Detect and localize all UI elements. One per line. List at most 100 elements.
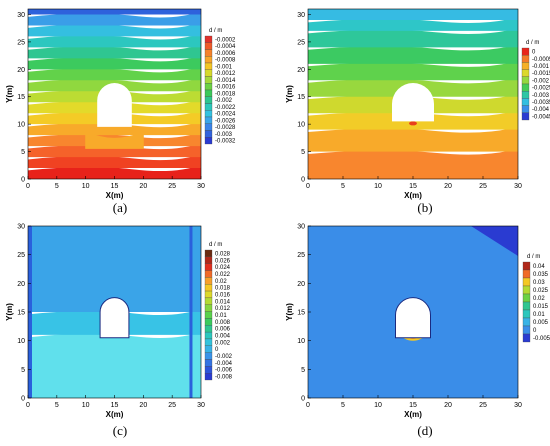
- x-tick-label: 0: [26, 402, 30, 409]
- chart-panel-c: 0 5 10 15 20 25 30 0 5 10 15 20 25 30 X(m) Y(m) d / m 0.0…: [5, 224, 233, 439]
- panel-caption: (a): [113, 200, 127, 215]
- legend-label: -0.0018: [215, 91, 236, 97]
- legend-swatch: [521, 69, 530, 77]
- legend-label: 0.014: [215, 299, 231, 305]
- legend-swatch: [204, 137, 213, 145]
- y-tick-label: 20: [297, 67, 305, 74]
- legend-label: -0.0012: [215, 71, 236, 77]
- contour-band: [28, 66, 201, 81]
- legend-swatch: [522, 301, 531, 311]
- y-tick-label: 5: [21, 149, 25, 156]
- x-tick-label: 15: [111, 402, 119, 409]
- legend-swatch: [522, 333, 531, 343]
- y-tick-label: 30: [17, 12, 25, 19]
- y-tick-label: 10: [17, 338, 25, 345]
- legend-label: -0.0006: [215, 51, 236, 57]
- contour-band: [308, 9, 518, 20]
- legend-swatch: [204, 290, 213, 299]
- x-tick-label: 25: [479, 402, 487, 409]
- legend-label: -0.004: [215, 361, 233, 367]
- legend-swatch: [204, 318, 213, 326]
- x-tick-label: 15: [111, 183, 119, 190]
- x-tick-label: 0: [306, 402, 310, 409]
- legend-label: 0.01: [533, 312, 545, 318]
- x-tick-label: 15: [409, 402, 417, 409]
- y-tick-label: 25: [17, 252, 25, 259]
- legend-swatch: [204, 311, 213, 319]
- legend-swatch: [204, 270, 213, 278]
- legend-label: -0.003: [215, 132, 233, 138]
- legend-label: 0.022: [215, 272, 231, 278]
- legend-swatch: [204, 366, 213, 374]
- legend-swatch: [204, 352, 213, 360]
- legend-swatch: [521, 112, 530, 121]
- y-tick-label: 5: [21, 367, 25, 374]
- y-axis-label: Y(m): [285, 303, 294, 321]
- tunnel-opening: [392, 83, 434, 122]
- legend-label: -0.002: [215, 98, 233, 104]
- legend: d / m0.0280.0260.0240.0220.020.0180.0160…: [204, 242, 233, 381]
- x-tick-label: 20: [444, 402, 452, 409]
- x-tick-label: 5: [341, 402, 345, 409]
- legend: d / m-0.0002-0.0004-0.0006-0.0008-0.001-…: [204, 28, 236, 145]
- legend-title: d / m: [526, 40, 539, 46]
- y-tick-label: 15: [297, 94, 305, 101]
- x-tick-label: 10: [82, 183, 90, 190]
- legend-swatch: [204, 359, 213, 367]
- legend-label: 0.024: [215, 265, 231, 271]
- legend-label: 0.02: [533, 296, 545, 302]
- legend-label: -0.0005: [532, 57, 550, 63]
- x-tick-label: 10: [374, 183, 382, 190]
- legend-swatch: [204, 69, 213, 77]
- x-tick-label: 30: [514, 402, 522, 409]
- y-tick-label: 25: [297, 252, 305, 259]
- legend-title: d / m: [209, 28, 222, 34]
- y-tick-label: 0: [21, 177, 25, 184]
- legend-label: 0: [215, 347, 219, 353]
- contour-band: [28, 120, 201, 136]
- contour-band: [409, 121, 417, 126]
- tunnel-opening: [97, 83, 132, 127]
- x-tick-label: 25: [168, 183, 176, 190]
- legend-swatch: [204, 331, 213, 340]
- legend-label: 0: [533, 328, 537, 334]
- x-tick-label: 30: [514, 183, 522, 190]
- tunnel-opening: [99, 297, 130, 339]
- legend-swatch: [204, 130, 213, 138]
- contour-band: [28, 11, 201, 26]
- x-tick-label: 5: [55, 183, 59, 190]
- y-tick-label: 25: [17, 39, 25, 46]
- legend-swatch: [522, 325, 531, 335]
- legend-label: 0.018: [215, 286, 231, 292]
- x-tick-label: 20: [139, 402, 147, 409]
- x-axis-label: X(m): [404, 410, 422, 419]
- chart-panel-d: 0 5 10 15 20 25 30 0 5 10 15 20 25 30 X(m) Y(m) d / m 0.0…: [285, 224, 550, 439]
- x-tick-label: 30: [197, 402, 205, 409]
- legend-label: -0.0032: [215, 139, 236, 145]
- legend-swatch: [204, 110, 213, 118]
- y-tick-label: 25: [297, 39, 305, 46]
- legend-label: -0.003: [532, 93, 550, 99]
- y-tick-label: 15: [17, 310, 25, 317]
- legend-label: -0.008: [215, 375, 233, 381]
- legend-swatch: [204, 256, 213, 264]
- legend-swatch: [204, 277, 213, 285]
- contour-band: [28, 33, 201, 48]
- y-tick-label: 20: [17, 281, 25, 288]
- legend-swatch: [522, 309, 531, 319]
- legend-title: d / m: [527, 254, 540, 260]
- legend-swatch: [521, 62, 530, 70]
- contour-band: [189, 226, 193, 398]
- legend-label: -0.0045: [532, 114, 550, 120]
- legend-label: 0.03: [533, 280, 545, 286]
- legend-label: 0.035: [533, 272, 549, 278]
- legend-swatch: [204, 42, 213, 50]
- legend-swatch: [204, 123, 213, 131]
- y-tick-label: 15: [297, 310, 305, 317]
- legend-label: -0.0025: [532, 86, 550, 92]
- legend-label: 0.01: [215, 313, 227, 319]
- plot-area: [308, 226, 518, 398]
- x-tick-label: 30: [197, 183, 205, 190]
- y-tick-label: 30: [17, 224, 25, 231]
